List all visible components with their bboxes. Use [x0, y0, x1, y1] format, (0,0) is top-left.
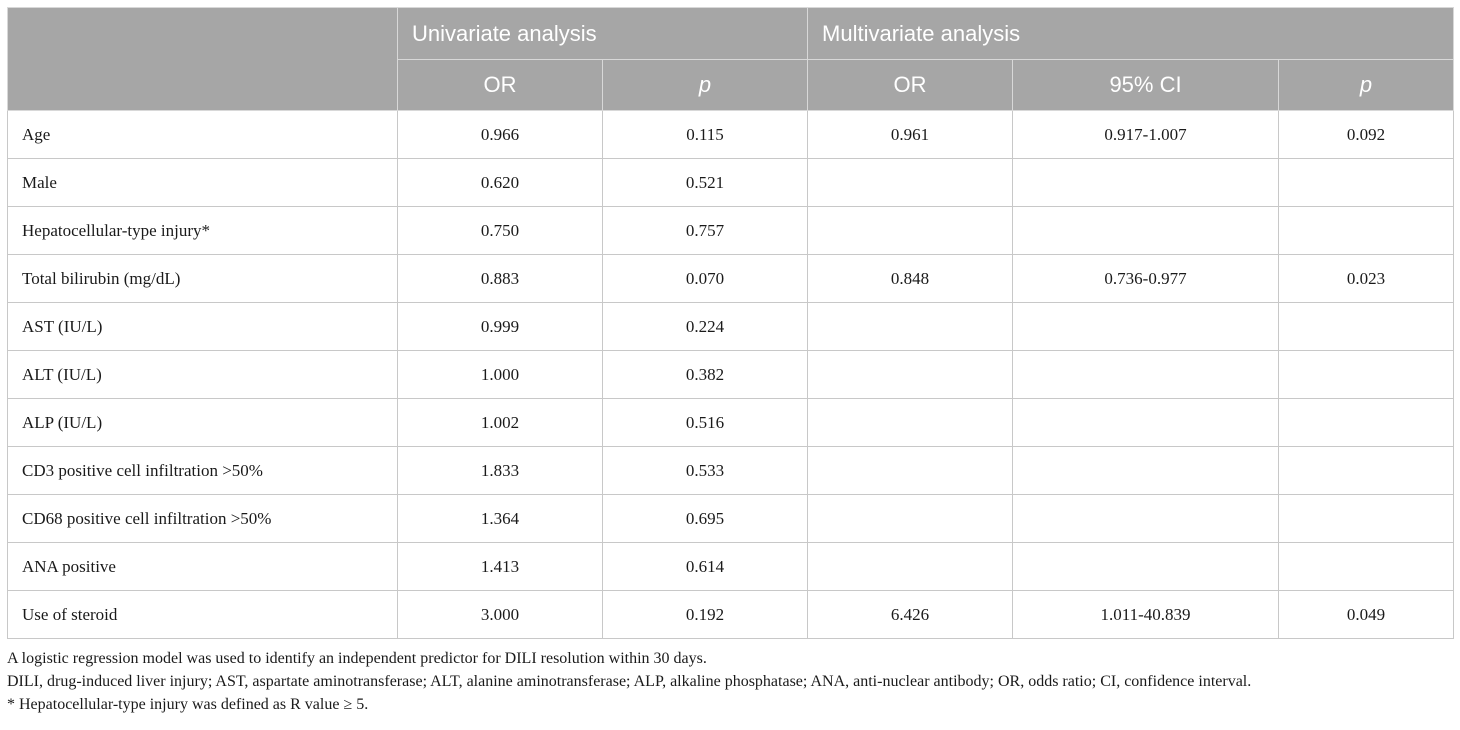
multi-ci-cell [1012, 494, 1280, 543]
footnote-definition: * Hepatocellular-type injury was defined… [7, 696, 369, 713]
row-label: ALT (IU/L) [7, 350, 398, 399]
multi-ci-cell [1012, 542, 1280, 591]
multi-ci-cell [1012, 350, 1280, 399]
multi-or-cell [807, 446, 1014, 495]
multi-or-cell: 6.426 [807, 590, 1014, 639]
multi-or-cell [807, 494, 1014, 543]
row-label: Male [7, 158, 398, 207]
header-multivariate: Multivariate analysis [807, 7, 1455, 60]
uni-p-cell: 0.533 [601, 446, 809, 495]
table-row: CD68 positive cell infiltration >50% 1.3… [7, 494, 1455, 543]
table-row: Use of steroid 3.000 0.192 6.426 1.011-4… [7, 590, 1455, 639]
multi-p-cell: 0.023 [1278, 254, 1455, 303]
uni-p-cell: 0.192 [601, 590, 809, 639]
uni-or-cell: 1.364 [397, 494, 603, 543]
uni-p-cell: 0.382 [601, 350, 809, 399]
footnote-abbreviations: DILI, drug-induced liver injury; AST, as… [7, 673, 1252, 690]
multi-or-cell [807, 206, 1014, 255]
header-group-row: Univariate analysis Multivariate analysi… [7, 7, 1455, 111]
row-label: AST (IU/L) [7, 302, 398, 351]
regression-table: Univariate analysis Multivariate analysi… [7, 7, 1455, 639]
multi-or-cell [807, 158, 1014, 207]
table-row: CD3 positive cell infiltration >50% 1.83… [7, 446, 1455, 495]
table-footnotes: A logistic regression model was used to … [7, 647, 1453, 716]
header-uni-or: OR [397, 59, 603, 111]
multi-ci-cell: 0.736-0.977 [1012, 254, 1280, 303]
multi-ci-cell [1012, 302, 1280, 351]
multi-ci-cell [1012, 446, 1280, 495]
uni-or-cell: 1.833 [397, 446, 603, 495]
row-label: CD3 positive cell infiltration >50% [7, 446, 398, 495]
uni-or-cell: 0.620 [397, 158, 603, 207]
multi-ci-cell: 1.011-40.839 [1012, 590, 1280, 639]
table-header: Univariate analysis Multivariate analysi… [7, 7, 1455, 111]
multi-ci-cell [1012, 206, 1280, 255]
table-row: ALT (IU/L) 1.000 0.382 [7, 350, 1455, 399]
multi-p-cell [1278, 494, 1455, 543]
uni-p-cell: 0.521 [601, 158, 809, 207]
multi-p-cell [1278, 446, 1455, 495]
table-row: ANA positive 1.413 0.614 [7, 542, 1455, 591]
uni-p-cell: 0.695 [601, 494, 809, 543]
table-row: Male 0.620 0.521 [7, 158, 1455, 207]
multi-or-cell: 0.848 [807, 254, 1014, 303]
uni-p-cell: 0.757 [601, 206, 809, 255]
row-label: CD68 positive cell infiltration >50% [7, 494, 398, 543]
header-blank-cell [7, 7, 398, 111]
header-multi-ci: 95% CI [1012, 59, 1280, 111]
multi-ci-cell [1012, 398, 1280, 447]
row-label: ALP (IU/L) [7, 398, 398, 447]
multi-p-cell [1278, 158, 1455, 207]
multi-or-cell [807, 302, 1014, 351]
uni-p-cell: 0.070 [601, 254, 809, 303]
uni-or-cell: 1.413 [397, 542, 603, 591]
header-multi-or: OR [807, 59, 1014, 111]
table-row: AST (IU/L) 0.999 0.224 [7, 302, 1455, 351]
uni-or-cell: 3.000 [397, 590, 603, 639]
uni-or-cell: 0.750 [397, 206, 603, 255]
results-table-container: Univariate analysis Multivariate analysi… [7, 7, 1455, 716]
header-uni-p: p [601, 59, 809, 111]
multi-or-cell: 0.961 [807, 110, 1014, 159]
multi-or-cell [807, 542, 1014, 591]
uni-or-cell: 1.000 [397, 350, 603, 399]
table-body: Age 0.966 0.115 0.961 0.917-1.007 0.092 … [7, 110, 1455, 639]
table-row: Total bilirubin (mg/dL) 0.883 0.070 0.84… [7, 254, 1455, 303]
multi-p-cell [1278, 542, 1455, 591]
uni-p-cell: 0.614 [601, 542, 809, 591]
row-label: Use of steroid [7, 590, 398, 639]
uni-p-cell: 0.115 [601, 110, 809, 159]
header-univariate: Univariate analysis [396, 7, 809, 60]
table-row: Age 0.966 0.115 0.961 0.917-1.007 0.092 [7, 110, 1455, 159]
uni-or-cell: 0.966 [397, 110, 603, 159]
multi-p-cell [1278, 206, 1455, 255]
multi-p-cell [1278, 350, 1455, 399]
multi-p-cell [1278, 398, 1455, 447]
multi-ci-cell: 0.917-1.007 [1012, 110, 1280, 159]
header-multi-p: p [1278, 59, 1455, 111]
uni-or-cell: 1.002 [397, 398, 603, 447]
multi-p-cell [1278, 302, 1455, 351]
row-label: Hepatocellular-type injury* [7, 206, 398, 255]
header-column-row: OR p OR 95% CI p [8, 59, 1455, 111]
multi-or-cell [807, 398, 1014, 447]
uni-or-cell: 0.883 [397, 254, 603, 303]
row-label: ANA positive [7, 542, 398, 591]
row-label: Age [7, 110, 398, 159]
uni-or-cell: 0.999 [397, 302, 603, 351]
uni-p-cell: 0.224 [601, 302, 809, 351]
row-label: Total bilirubin (mg/dL) [7, 254, 398, 303]
multi-or-cell [807, 350, 1014, 399]
multi-p-cell: 0.092 [1278, 110, 1455, 159]
uni-p-cell: 0.516 [601, 398, 809, 447]
multi-ci-cell [1012, 158, 1280, 207]
multi-p-cell: 0.049 [1278, 590, 1455, 639]
table-row: ALP (IU/L) 1.002 0.516 [7, 398, 1455, 447]
footnote-model: A logistic regression model was used to … [7, 650, 707, 667]
table-row: Hepatocellular-type injury* 0.750 0.757 [7, 206, 1455, 255]
